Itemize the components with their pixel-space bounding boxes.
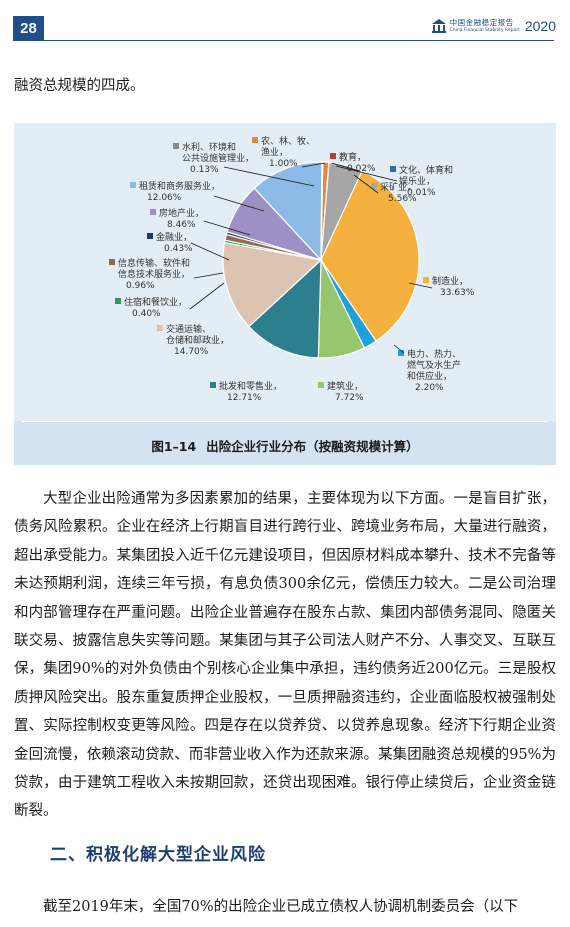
data-label: 教育，: [339, 151, 366, 163]
leader-line: [203, 220, 251, 236]
data-label: 0.96%: [126, 281, 155, 291]
pie-slice: [320, 161, 324, 261]
leader-line: [301, 162, 326, 168]
figure-caption: 图1–14 出险企业行业分布（按融资规模计算）: [14, 436, 556, 455]
report-brand: 中国金融稳定报告 China Financial Stability Repor…: [431, 14, 556, 38]
leader-line: [189, 282, 225, 310]
data-label: 建筑业，: [327, 380, 363, 392]
data-label: 住宿和餐饮业，: [124, 296, 187, 308]
body-paragraph: 大型企业出险通常为多因素累加的结果，主要体现为以下方面。一是盲目扩张，债务风险累…: [14, 491, 556, 820]
data-label: 交通运输、: [166, 323, 211, 335]
data-label: 租赁和商务服务业，: [139, 180, 220, 192]
data-label: 信息技术服务业，: [118, 268, 190, 280]
legend-marker: [147, 233, 153, 239]
legend-marker: [330, 153, 336, 159]
legend-marker: [371, 183, 377, 189]
data-label: 房地产业，: [159, 207, 204, 219]
figure-1-14: 水利、环境和 公共设施管理业， 0.13% 农、林、牧、 渔业， 1.00% 教育， 0.02…: [14, 123, 556, 465]
leader-line: [408, 282, 433, 289]
data-label: 文化、体育和: [399, 164, 453, 176]
legend-marker: [210, 382, 216, 388]
legend-marker: [390, 166, 396, 172]
data-label: 2.20%: [415, 383, 444, 393]
lead-paragraph: 融资总规模的四成。: [14, 78, 145, 94]
legend-marker: [150, 209, 156, 215]
data-label: 1.00%: [269, 159, 298, 169]
legend-marker: [318, 382, 324, 388]
leader-line: [190, 242, 230, 261]
pie-slice: [222, 241, 323, 328]
figure-caption-number: 图1–14: [151, 439, 197, 454]
data-label: 金融业，: [156, 231, 192, 243]
leader-line: [353, 174, 379, 194]
data-label: 娱乐业，: [399, 175, 435, 187]
data-label: 批发和零售业，: [219, 380, 282, 392]
figure-divider: [22, 421, 548, 422]
data-label: 公共设施管理业，: [182, 152, 254, 164]
data-label: 0.01%: [407, 188, 436, 198]
data-label: 水利、环境和: [182, 141, 236, 153]
data-label: 仓储和邮政业，: [166, 334, 229, 346]
data-label: 12.06%: [147, 193, 182, 203]
leader-line: [213, 195, 265, 212]
legend-marker: [252, 137, 258, 143]
brand-title-cn: 中国金融稳定报告: [449, 18, 514, 27]
figure-caption-title: 出险企业行业分布（按融资规模计算）: [206, 439, 419, 454]
legend-marker: [173, 143, 179, 149]
data-label: 0.13%: [190, 165, 219, 175]
data-label: 7.72%: [335, 393, 364, 403]
pie-slice: [253, 161, 323, 262]
pie-slice: [248, 258, 322, 359]
legend-marker: [130, 182, 136, 188]
header-rule: [44, 40, 554, 41]
data-label: 采矿业，: [380, 181, 416, 193]
data-label: 8.46%: [167, 220, 196, 230]
data-label: 0.02%: [347, 164, 376, 174]
data-label: 制造业，: [432, 275, 468, 287]
data-label: 信息传输、软件和: [118, 257, 190, 269]
legend-marker: [109, 259, 115, 265]
leader-line: [331, 162, 360, 172]
pboc-building-icon: [431, 19, 446, 33]
data-label: 渔业，: [261, 147, 288, 158]
leader-line: [193, 272, 224, 279]
brand-year: 2020: [524, 18, 556, 34]
data-label: 5.56%: [388, 194, 417, 204]
section-heading: 二、积极化解大型企业风险: [50, 845, 266, 865]
data-label: 电力、热力、: [407, 348, 461, 360]
data-label: 0.43%: [164, 244, 193, 254]
data-label: 农、林、牧、: [261, 135, 315, 147]
legend-marker: [398, 350, 404, 356]
pie-slice: [320, 170, 420, 342]
data-label: 14.70%: [174, 347, 209, 357]
data-label: 33.63%: [440, 288, 475, 298]
data-label: 12.71%: [227, 393, 262, 403]
leader-line: [223, 166, 315, 187]
data-label: 燃气及水生产: [407, 359, 461, 371]
leader-line: [335, 165, 398, 182]
leader-line: [393, 344, 405, 354]
page-number: 28: [13, 16, 44, 41]
legend-marker: [115, 298, 121, 304]
brand-title-en: China Financial Stability Report: [449, 27, 520, 33]
continuation-paragraph: 截至2019年末，全国70%的出险企业已成立债权人协调机制委员会（以下: [43, 899, 519, 915]
data-label: 0.40%: [132, 309, 161, 319]
data-label: 和供应业，: [407, 370, 452, 382]
legend-marker: [157, 325, 163, 331]
legend-marker: [423, 277, 429, 283]
